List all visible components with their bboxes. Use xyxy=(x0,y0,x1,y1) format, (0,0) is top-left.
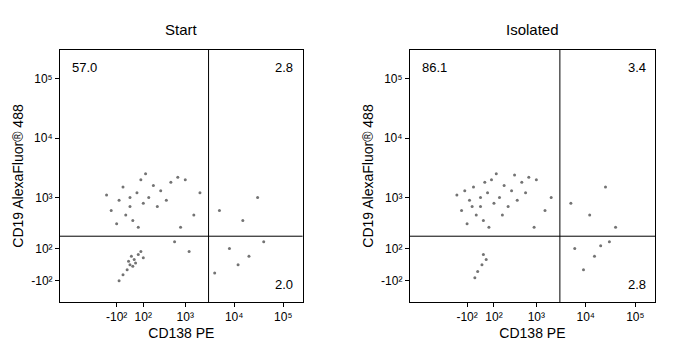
svg-text:10²: 10² xyxy=(35,242,52,256)
svg-text:Isolated: Isolated xyxy=(506,21,559,38)
svg-text:10²: 10² xyxy=(385,242,402,256)
svg-text:57.0: 57.0 xyxy=(72,60,97,75)
svg-text:10⁵: 10⁵ xyxy=(626,310,644,324)
svg-text:CD19 AlexaFluor® 488: CD19 AlexaFluor® 488 xyxy=(10,104,26,248)
svg-text:10³: 10³ xyxy=(177,310,194,324)
svg-text:-10²: -10² xyxy=(31,274,52,288)
svg-text:10⁴: 10⁴ xyxy=(34,131,53,145)
svg-text:-10²: -10² xyxy=(456,310,477,324)
svg-text:10⁵: 10⁵ xyxy=(384,72,402,86)
svg-text:10⁴: 10⁴ xyxy=(225,310,244,324)
svg-text:10²: 10² xyxy=(135,310,152,324)
svg-text:10³: 10³ xyxy=(385,191,402,205)
svg-text:10³: 10³ xyxy=(35,191,52,205)
svg-text:Start: Start xyxy=(165,21,198,38)
svg-text:10²: 10² xyxy=(485,310,502,324)
svg-text:10⁵: 10⁵ xyxy=(34,72,52,86)
svg-text:10⁴: 10⁴ xyxy=(384,131,403,145)
svg-text:CD19 AlexaFluor® 488: CD19 AlexaFluor® 488 xyxy=(360,104,376,248)
svg-text:CD138 PE: CD138 PE xyxy=(148,325,214,341)
svg-text:-10²: -10² xyxy=(106,310,127,324)
svg-text:10³: 10³ xyxy=(528,310,545,324)
svg-text:CD138 PE: CD138 PE xyxy=(499,325,565,341)
svg-text:2.8: 2.8 xyxy=(275,60,293,75)
svg-text:10⁴: 10⁴ xyxy=(577,310,596,324)
svg-text:3.4: 3.4 xyxy=(628,60,646,75)
svg-text:-10²: -10² xyxy=(381,274,402,288)
svg-text:86.1: 86.1 xyxy=(422,60,447,75)
svg-text:10⁵: 10⁵ xyxy=(274,310,292,324)
svg-text:2.0: 2.0 xyxy=(275,277,293,292)
svg-text:2.8: 2.8 xyxy=(628,277,646,292)
